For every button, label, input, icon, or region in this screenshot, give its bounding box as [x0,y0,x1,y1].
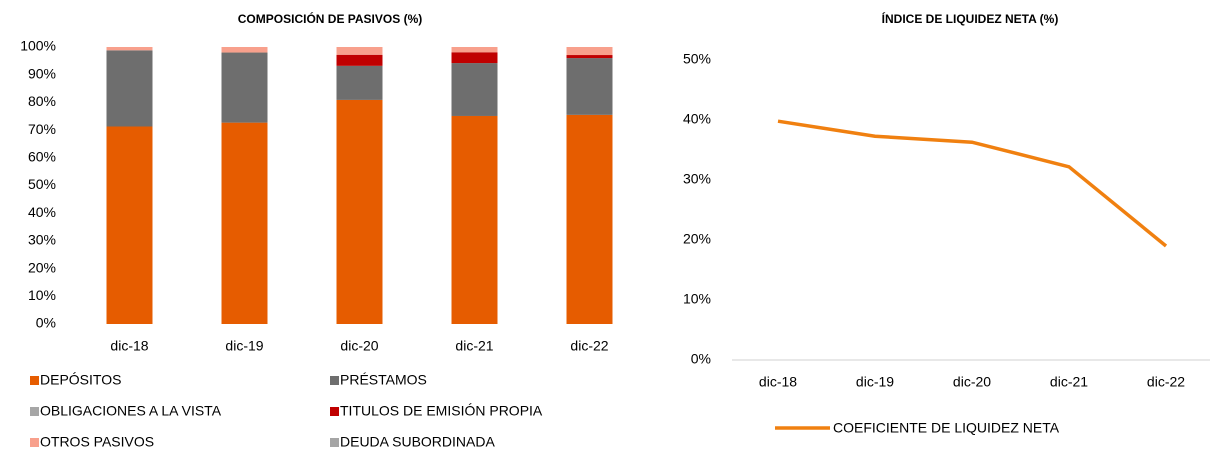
x-tick-label: dic-21 [455,338,493,354]
line-series [777,119,1168,248]
x-tick-label: dic-18 [110,338,148,354]
bar-segment [221,47,268,53]
bar-segment [221,52,268,123]
legend-label: DEPÓSITOS [40,372,121,388]
y-tick-label: 0% [691,351,711,367]
legend-label: COEFICIENTE DE LIQUIDEZ NETA [833,420,1060,436]
y-tick-label: 30% [28,232,56,248]
bar-segment [336,47,383,55]
y-tick-label: 100% [20,38,56,54]
y-tick-label: 20% [683,231,711,247]
legend-label: TITULOS DE EMISIÓN PROPIA [340,403,543,419]
bar-segment [566,58,613,115]
y-tick-label: 50% [28,176,56,192]
legend-swatch [30,376,39,385]
y-tick-label: 40% [683,111,711,127]
legend-label: DEUDA SUBORDINADA [340,434,495,450]
bar-segment [106,47,153,51]
chart-title: ÍNDICE DE LIQUIDEZ NETA (%) [882,11,1059,26]
y-tick-label: 80% [28,93,56,109]
x-tick-label: dic-20 [340,338,378,354]
x-tick-label: dic-20 [953,374,991,390]
bar-segment [566,55,613,59]
bar-segment [106,50,153,127]
bar-segment [106,126,153,325]
bar-segment [451,115,498,325]
bar-segment [336,99,383,324]
y-tick-label: 90% [28,65,56,81]
bar-segment [336,54,383,66]
chart-title: COMPOSICIÓN DE PASIVOS (%) [238,11,422,26]
bar-segment [566,114,613,325]
legend-label: OTROS PASIVOS [40,434,154,450]
legend-swatch [330,438,339,447]
legend-swatch [30,407,39,416]
y-tick-label: 60% [28,149,56,165]
bar-segment [451,52,498,64]
bar-segment [451,63,498,116]
y-tick-label: 0% [36,315,56,331]
y-tick-label: 40% [28,204,56,220]
y-tick-label: 20% [28,259,56,275]
x-tick-label: dic-19 [856,374,894,390]
y-tick-label: 50% [683,51,711,67]
y-tick-label: 10% [683,291,711,307]
y-tick-label: 30% [683,171,711,187]
y-tick-label: 70% [28,121,56,137]
x-tick-label: dic-22 [1147,374,1185,390]
y-tick-label: 10% [28,287,56,303]
bar-segment [451,47,498,53]
x-tick-label: dic-19 [225,338,263,354]
legend-label: PRÉSTAMOS [340,372,427,388]
legend-label: OBLIGACIONES A LA VISTA [40,403,222,419]
x-tick-label: dic-22 [570,338,608,354]
x-tick-label: dic-21 [1050,374,1088,390]
legend-swatch [330,407,339,416]
legend-swatch [330,376,339,385]
bar-segment [566,47,613,56]
legend-swatch [30,438,39,447]
bar-segment [336,65,383,100]
x-tick-label: dic-18 [759,374,797,390]
bar-segment [221,122,268,324]
